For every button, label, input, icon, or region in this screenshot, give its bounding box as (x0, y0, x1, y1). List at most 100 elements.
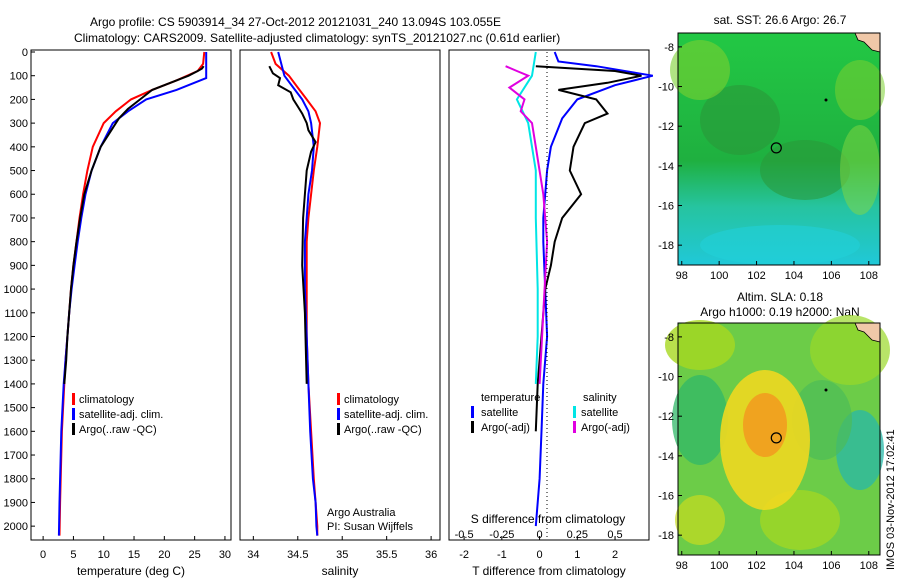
legend-label: satellite-adj. clim. (79, 409, 163, 421)
legend-swatch (471, 406, 474, 418)
salinity-x-ticks: 34 34.5 35 35.5 36 (247, 536, 437, 561)
y-tick-label: 500 (10, 166, 28, 178)
sla-patch (672, 375, 728, 465)
temperature-xlabel: temperature (deg C) (77, 564, 185, 578)
difference-xlabel-s: S difference from climatology (471, 512, 626, 526)
map1-title: sat. SST: 26.6 Argo: 26.7 (714, 13, 847, 27)
temperature-legend: climatology satellite-adj. clim. Argo(..… (72, 393, 163, 436)
argo-position-marker (770, 142, 782, 154)
map1-y-ticks: -8 -10 -12 -14 -16 -18 (658, 42, 682, 252)
salinity-legend: climatology satellite-adj. clim. Argo(..… (337, 393, 428, 436)
legend-label: Argo(-adj) (481, 422, 530, 434)
y-tick-label: 900 (10, 260, 28, 272)
map1-x-ticks: 98 100 102 104 106 108 (676, 261, 878, 282)
credit-line1: Argo Australia (327, 507, 396, 519)
x-tick-label: 10 (98, 549, 110, 561)
series-line (505, 65, 549, 384)
map2-title1: Altim. SLA: 0.18 (737, 290, 823, 304)
y-tick-label: 2000 (4, 521, 28, 533)
temperature-series (57, 51, 208, 536)
series-line (515, 51, 539, 384)
map-y-tick-label: -10 (658, 372, 674, 384)
map-y-tick-label: -14 (658, 161, 674, 173)
map-x-tick-label: 100 (710, 560, 728, 572)
y-tick-label: 200 (10, 94, 28, 106)
legend-swatch (337, 423, 340, 435)
x-tick-label: 20 (158, 549, 170, 561)
sla-map (665, 315, 890, 556)
difference-xlabel: T difference from climatology (472, 564, 626, 578)
y-tick-label: 1600 (4, 426, 28, 438)
difference-series (505, 51, 654, 527)
depth-axis: 0 100 200 300 400 500 600 700 800 900 1000 1100 1200… (4, 47, 35, 533)
salinity-plot-frame (239, 49, 441, 541)
footer-timestamp: IMOS 03-Nov-2012 17:02:41 (885, 429, 897, 570)
map-x-tick-label: 100 (710, 270, 728, 282)
salinity-xlabel: salinity (322, 564, 359, 578)
s-tick-label: 0.5 (607, 529, 622, 541)
y-tick-label: 1400 (4, 379, 28, 391)
island-marker (824, 388, 828, 392)
header-line1: Argo profile: CS 5903914_34 27-Oct-2012 … (90, 15, 501, 29)
map-x-tick-label: 102 (747, 560, 765, 572)
island-marker (824, 98, 828, 102)
sla-patch (665, 320, 735, 370)
legend-swatch (72, 393, 75, 405)
map-y-tick-label: -16 (658, 201, 674, 213)
s-tick-label: 0.25 (567, 529, 588, 541)
map-x-tick-label: 104 (785, 270, 803, 282)
legend-swatch (72, 423, 75, 435)
map2-title2: Argo h1000: 0.19 h2000: NaN (700, 305, 859, 319)
series-line (63, 65, 205, 384)
difference-legend: temperature salinity satellite Argo(-adj… (471, 392, 630, 434)
map2-y-ticks: -8 -10 -12 -14 -16 -18 (658, 332, 682, 542)
map-x-tick-label: 102 (747, 270, 765, 282)
difference-x-ticks: -2 -1 0 1 2 (459, 536, 618, 561)
map-x-tick-label: 108 (860, 560, 878, 572)
y-tick-label: 800 (10, 237, 28, 249)
credit-line2: PI: Susan Wijffels (327, 521, 413, 533)
map-x-tick-label: 106 (822, 560, 840, 572)
legend-swatch (337, 393, 340, 405)
sla-patch (743, 393, 787, 457)
sla-patch (675, 495, 725, 545)
x-tick-label: 2 (612, 549, 618, 561)
series-line (534, 51, 654, 527)
legend-swatch (573, 406, 576, 418)
sst-patch (670, 40, 730, 100)
map2-x-ticks: 98 100 102 104 106 108 (676, 551, 878, 572)
map-y-tick-label: -10 (658, 82, 674, 94)
x-tick-label: 34.5 (287, 549, 308, 561)
argo-position-marker (770, 432, 782, 444)
map-x-tick-label: 106 (822, 270, 840, 282)
y-tick-label: 1000 (4, 284, 28, 296)
series-line (277, 51, 319, 536)
x-tick-label: 34 (247, 549, 259, 561)
map2-frame (677, 322, 881, 556)
x-tick-label: 15 (128, 549, 140, 561)
series-line (534, 65, 642, 432)
sst-map (670, 32, 885, 266)
y-tick-label: 0 (22, 47, 28, 59)
x-tick-label: -1 (497, 549, 507, 561)
y-tick-label: 600 (10, 189, 28, 201)
map-y-tick-label: -18 (658, 530, 674, 542)
y-tick-label: 100 (10, 71, 28, 83)
salinity-series (268, 51, 322, 536)
s-tick-label: -0.25 (489, 529, 514, 541)
sst-patch (835, 60, 885, 120)
legend-label: Argo(..raw -QC) (79, 424, 157, 436)
legend-label: Argo(-adj) (581, 422, 630, 434)
series-line (58, 51, 206, 536)
map-y-tick-label: -12 (658, 411, 674, 423)
x-tick-label: 36 (425, 549, 437, 561)
legend-label: satellite (481, 407, 518, 419)
y-tick-label: 1100 (4, 308, 28, 320)
map-x-tick-label: 98 (676, 560, 688, 572)
difference-plot-frame (448, 49, 650, 541)
legend-swatch (337, 408, 340, 420)
map-x-tick-label: 104 (785, 560, 803, 572)
sst-patch (840, 125, 880, 215)
legend-swatch (72, 408, 75, 420)
